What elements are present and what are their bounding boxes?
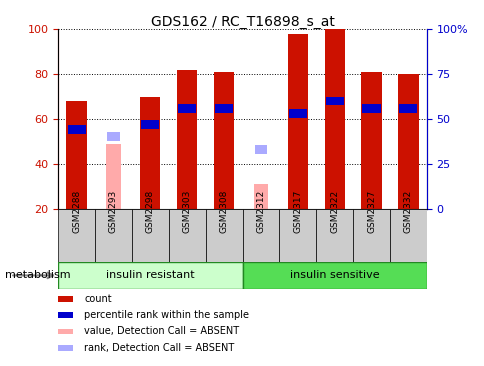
Bar xyxy=(325,97,343,105)
Bar xyxy=(288,109,306,118)
Bar xyxy=(66,101,87,209)
Bar xyxy=(242,209,279,262)
Text: percentile rank within the sample: percentile rank within the sample xyxy=(84,310,248,320)
Text: GSM2322: GSM2322 xyxy=(330,189,338,232)
Bar xyxy=(58,262,242,289)
Text: GSM2303: GSM2303 xyxy=(182,189,191,232)
Bar xyxy=(254,145,267,154)
Text: GSM2308: GSM2308 xyxy=(219,189,228,232)
Bar xyxy=(132,209,168,262)
Bar xyxy=(214,104,233,113)
Bar xyxy=(324,29,344,209)
Bar xyxy=(107,132,120,141)
Bar xyxy=(140,97,160,209)
Bar xyxy=(95,209,132,262)
Text: GDS162 / RC_T16898_s_at: GDS162 / RC_T16898_s_at xyxy=(150,15,334,29)
Bar xyxy=(242,262,426,289)
Text: insulin sensitive: insulin sensitive xyxy=(289,270,378,280)
Bar xyxy=(352,209,389,262)
Text: count: count xyxy=(84,294,111,304)
Text: rank, Detection Call = ABSENT: rank, Detection Call = ABSENT xyxy=(84,343,234,353)
Bar xyxy=(398,104,417,113)
Text: GSM2317: GSM2317 xyxy=(293,189,302,232)
Bar xyxy=(178,104,196,113)
Bar xyxy=(58,329,73,334)
Bar xyxy=(397,74,418,209)
Bar xyxy=(58,296,73,302)
Bar xyxy=(253,184,268,209)
Bar xyxy=(362,104,380,113)
Text: GSM2288: GSM2288 xyxy=(72,189,81,232)
Text: GSM2327: GSM2327 xyxy=(366,189,375,232)
Text: GSM2298: GSM2298 xyxy=(146,189,154,232)
Bar xyxy=(389,209,426,262)
Bar xyxy=(213,72,234,209)
Bar xyxy=(168,209,205,262)
Text: GSM2312: GSM2312 xyxy=(256,189,265,232)
Bar xyxy=(58,209,95,262)
Bar xyxy=(141,120,159,129)
Bar xyxy=(67,125,86,134)
Text: insulin resistant: insulin resistant xyxy=(106,270,194,280)
Bar xyxy=(205,209,242,262)
Bar xyxy=(106,143,121,209)
Bar xyxy=(316,209,352,262)
Text: GSM2332: GSM2332 xyxy=(403,189,412,232)
Bar xyxy=(58,345,73,351)
Bar xyxy=(279,209,316,262)
Text: metabolism: metabolism xyxy=(5,270,70,280)
Bar xyxy=(58,312,73,318)
Bar xyxy=(287,34,307,209)
Text: value, Detection Call = ABSENT: value, Detection Call = ABSENT xyxy=(84,326,239,336)
Text: GSM2293: GSM2293 xyxy=(109,189,118,232)
Bar xyxy=(177,70,197,209)
Bar xyxy=(361,72,381,209)
